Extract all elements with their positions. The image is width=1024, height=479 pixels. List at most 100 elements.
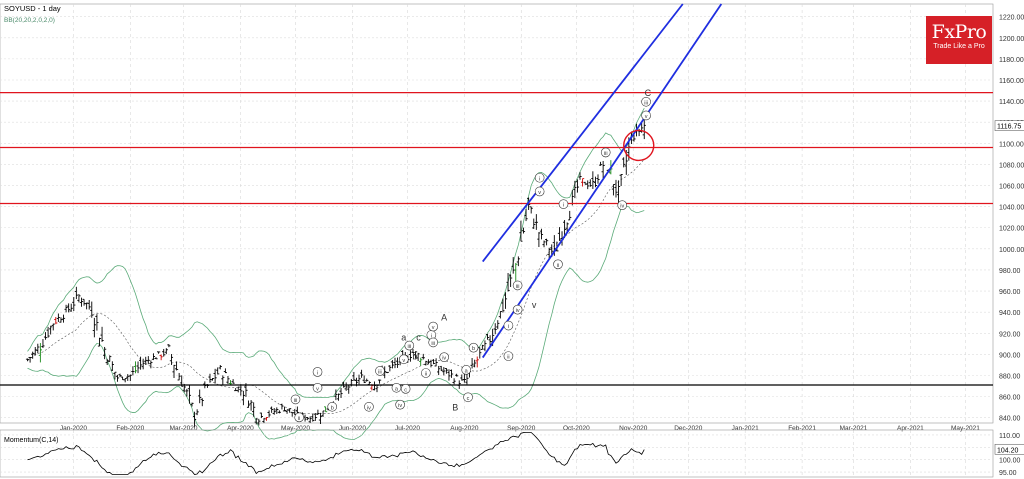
wave-label-circle [641, 110, 651, 121]
wave-label-circle [617, 200, 628, 210]
x-tick-label: Jan-2021 [732, 425, 759, 432]
x-tick-label: Aug-2020 [450, 425, 479, 432]
y-tick-label: 920.00 [999, 331, 1021, 338]
y-tick-label: 1080.00 [999, 162, 1024, 169]
wave-label-circle [534, 172, 545, 183]
wave-label-circle [534, 186, 545, 197]
indicator-label: BB(20,20,2,0,2,0) [4, 17, 55, 24]
wave-label-circle [512, 280, 523, 291]
wave-label-circle [439, 352, 449, 362]
wave-label: iv [367, 405, 371, 411]
y-tick-label: 980.00 [999, 268, 1021, 275]
wave-label-circle [391, 382, 402, 393]
x-tick-label: Dec-2020 [674, 425, 703, 432]
wave-label: b [331, 405, 334, 411]
momentum-tick-label: 110.00 [999, 433, 1020, 440]
wave-label-circle [428, 337, 438, 348]
wave-label-circle [468, 342, 479, 353]
y-tick-label: 880.00 [999, 374, 1021, 381]
fxpro-logo: FxPro Trade Like a Pro [926, 16, 992, 64]
wave-label: v [532, 300, 537, 310]
brand-logo-text: FxPro [931, 21, 987, 43]
y-tick-label: 1200.00 [999, 36, 1024, 43]
y-tick-label: 1060.00 [999, 184, 1024, 191]
momentum-tick-label: 95.00 [999, 470, 1017, 477]
highlight-circle [623, 129, 655, 162]
chart-title: SOYUSD - 1 day [4, 4, 61, 13]
momentum-tick-label: 100.00 [999, 458, 1021, 465]
wave-label: i [563, 203, 564, 209]
wave-label-circle [375, 366, 385, 376]
wave-label: i [431, 334, 432, 340]
y-tick-label: 900.00 [999, 352, 1021, 359]
current-price-box [994, 120, 1024, 131]
wave-label-circle [558, 199, 569, 209]
bollinger-lower [27, 205, 645, 441]
current-price-label: 1116.75 [997, 124, 1021, 131]
wave-label: ii [557, 263, 559, 269]
wave-label-circle [395, 399, 405, 410]
wave-label-circle [600, 147, 611, 158]
wave-label: v [316, 386, 319, 392]
x-tick-label: Mar-2021 [840, 425, 868, 432]
wave-label: c [467, 396, 470, 402]
momentum-current-label: 104.20 [997, 447, 1019, 454]
wave-label: v [432, 325, 435, 331]
wave-label: iii [407, 344, 411, 350]
wave-label: v [645, 114, 648, 120]
x-tick-label: Jan-2020 [60, 425, 87, 432]
x-tick-label: Feb-2020 [116, 425, 144, 432]
wave-label-circle [512, 304, 523, 315]
wave-label-circle [364, 401, 374, 412]
y-tick-label: 1220.00 [999, 15, 1024, 22]
wave-label: A [441, 313, 447, 323]
wave-label: b [412, 352, 417, 362]
wave-label-circle [404, 340, 415, 351]
channel-lower [481, 3, 723, 359]
wave-label-circle [553, 259, 563, 270]
wave-label: a [395, 386, 399, 392]
y-tick-label: 860.00 [999, 395, 1021, 402]
wave-label: c [404, 387, 407, 393]
y-tick-label: 1020.00 [999, 226, 1024, 233]
wave-label: B [452, 402, 458, 412]
y-tick-label: 960.00 [999, 289, 1021, 296]
axes: 1220.001200.001180.001160.001140.001120.… [60, 15, 1024, 432]
x-tick-label: May-2020 [281, 425, 310, 432]
channel-upper [482, 3, 684, 263]
y-tick-label: 1180.00 [999, 57, 1024, 64]
wave-label: iv [442, 356, 446, 362]
wave-label-circle [503, 320, 514, 331]
wave-label-circle [327, 401, 338, 412]
momentum-current-box [994, 443, 1024, 455]
wave-label: b [472, 346, 475, 352]
price-channel [481, 3, 723, 359]
x-tick-label: Sep-2020 [507, 425, 536, 432]
wave-label: a [465, 368, 469, 374]
wave-label: ii [298, 416, 300, 422]
x-tick-label: Feb-2021 [788, 425, 816, 432]
x-tick-label: May-2021 [951, 425, 980, 432]
wave-label: iii [516, 284, 520, 290]
wave-label: v [402, 358, 405, 364]
wave-label-circle [641, 96, 651, 107]
wave-label-circle [463, 392, 473, 403]
wave-label: iii [431, 341, 435, 347]
x-tick-label: Oct-2020 [563, 425, 590, 432]
wave-label: ii [507, 355, 509, 361]
wave-label: ii [425, 372, 427, 378]
momentum-frame [0, 429, 994, 478]
price-plot-frame [0, 3, 994, 424]
wave-label: i [317, 370, 318, 376]
wave-label: c [416, 333, 421, 343]
wave-label: v [538, 190, 541, 196]
x-tick-label: Apr-2020 [227, 425, 254, 432]
x-tick-label: Nov-2020 [619, 425, 648, 432]
wave-label-circle [290, 394, 301, 405]
wave-label: a [401, 333, 406, 343]
wave-label-circle [399, 354, 409, 365]
bollinger-middle [27, 159, 645, 415]
